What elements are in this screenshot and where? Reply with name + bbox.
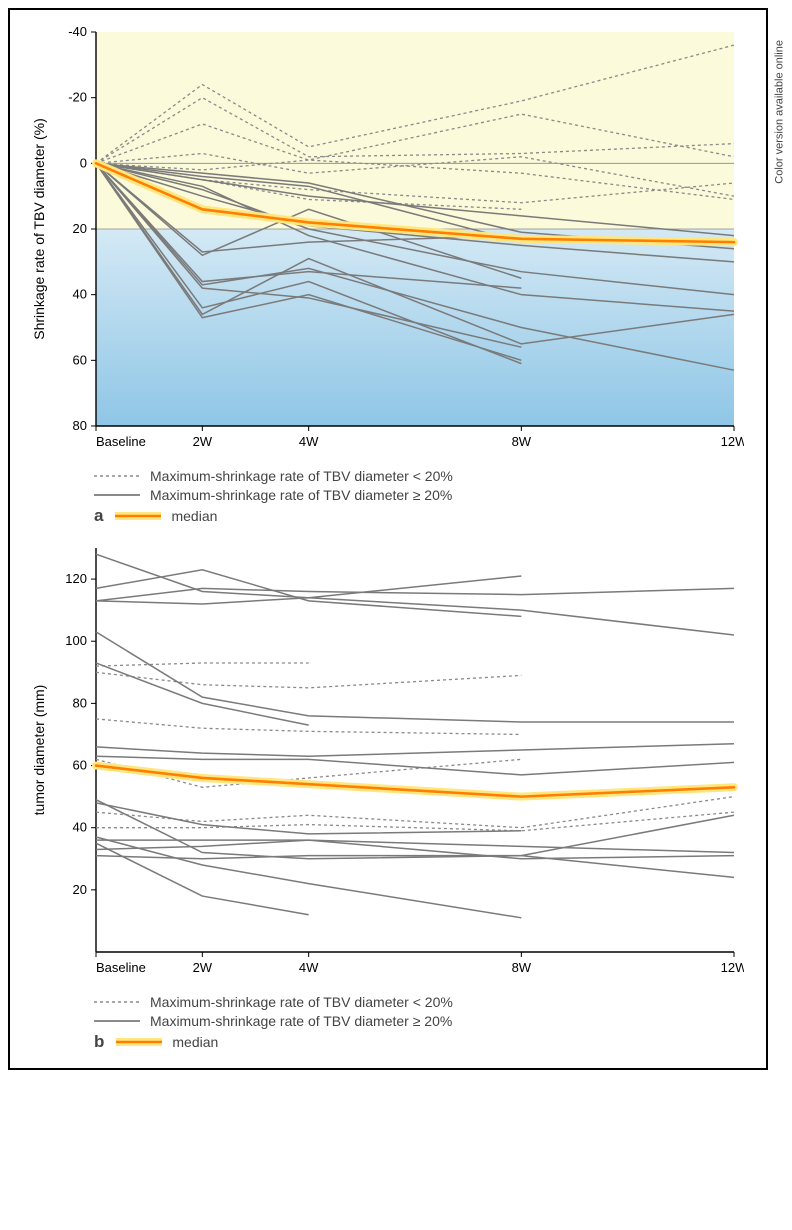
panel-a-chart: -40 -20 0 20 40 60 80 Baseline 2W 4W 8W 12W Shrinkag… xyxy=(24,20,744,460)
svg-text:4W: 4W xyxy=(299,960,319,975)
svg-text:40: 40 xyxy=(73,287,87,302)
panel-a-legend: Maximum-shrinkage rate of TBV diameter <… xyxy=(94,468,752,526)
legend-row-solid: Maximum-shrinkage rate of TBV diameter ≥… xyxy=(94,487,752,503)
svg-text:2W: 2W xyxy=(193,434,213,449)
legend-solid-label-b: Maximum-shrinkage rate of TBV diameter ≥… xyxy=(150,1013,452,1029)
legend-solid-label: Maximum-shrinkage rate of TBV diameter ≥… xyxy=(150,487,452,503)
panel-b-chart: 20 40 60 80 100 120 Baseline 2W 4W 8W 12W tumor dia… xyxy=(24,536,744,986)
legend-row-median-a: a median xyxy=(94,506,752,526)
legend-row-dotted: Maximum-shrinkage rate of TBV diameter <… xyxy=(94,468,752,484)
svg-text:20: 20 xyxy=(73,882,87,897)
svg-text:2W: 2W xyxy=(193,960,213,975)
panel-a-label: a xyxy=(94,506,103,526)
legend-dotted-label: Maximum-shrinkage rate of TBV diameter <… xyxy=(150,468,453,484)
panel-b-legend: Maximum-shrinkage rate of TBV diameter <… xyxy=(94,994,752,1052)
svg-text:12W: 12W xyxy=(721,960,744,975)
legend-row-solid-b: Maximum-shrinkage rate of TBV diameter ≥… xyxy=(94,1013,752,1029)
svg-text:8W: 8W xyxy=(512,434,532,449)
svg-text:20: 20 xyxy=(73,221,87,236)
svg-text:120: 120 xyxy=(65,571,87,586)
svg-text:100: 100 xyxy=(65,633,87,648)
svg-text:-20: -20 xyxy=(68,90,87,105)
svg-text:tumor diameter (mm): tumor diameter (mm) xyxy=(31,685,47,816)
svg-text:Baseline: Baseline xyxy=(96,434,146,449)
svg-text:12W: 12W xyxy=(721,434,744,449)
svg-text:-40: -40 xyxy=(68,24,87,39)
panel-b-block: 20 40 60 80 100 120 Baseline 2W 4W 8W 12W tumor dia… xyxy=(24,536,752,1052)
svg-text:Shrinkage rate of TBV diameter: Shrinkage rate of TBV diameter (%) xyxy=(31,118,47,340)
svg-text:8W: 8W xyxy=(512,960,532,975)
color-version-note: Color version available online xyxy=(774,40,786,184)
svg-text:0: 0 xyxy=(80,155,87,170)
svg-text:4W: 4W xyxy=(299,434,319,449)
svg-text:40: 40 xyxy=(73,820,87,835)
svg-text:Baseline: Baseline xyxy=(96,960,146,975)
legend-row-median-b: b median xyxy=(94,1032,752,1052)
panel-a-block: Color version available online -40-20020… xyxy=(24,20,752,526)
legend-median-label: median xyxy=(171,508,217,524)
svg-text:60: 60 xyxy=(73,758,87,773)
svg-text:80: 80 xyxy=(73,418,87,433)
panel-b-label: b xyxy=(94,1032,104,1052)
legend-dotted-label-b: Maximum-shrinkage rate of TBV diameter <… xyxy=(150,994,453,1010)
legend-median-label-b: median xyxy=(172,1034,218,1050)
svg-text:60: 60 xyxy=(73,352,87,367)
svg-text:80: 80 xyxy=(73,695,87,710)
legend-row-dotted-b: Maximum-shrinkage rate of TBV diameter <… xyxy=(94,994,752,1010)
figure-frame: Color version available online -40-20020… xyxy=(8,8,768,1070)
